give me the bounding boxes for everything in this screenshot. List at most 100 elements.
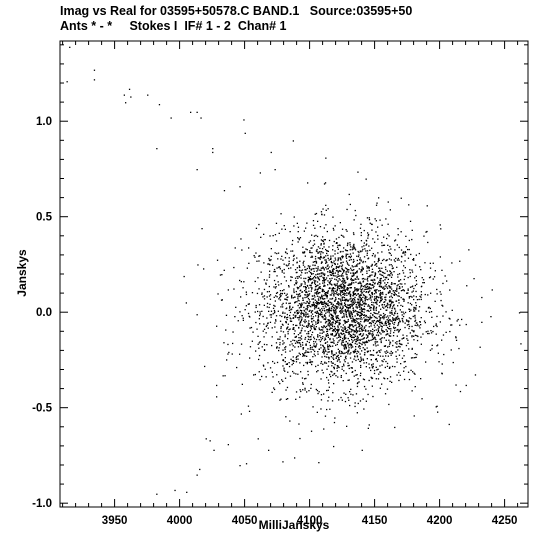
- data-point: [183, 275, 185, 278]
- data-point: [351, 249, 353, 251]
- data-point: [355, 359, 357, 362]
- data-point: [356, 385, 359, 388]
- data-point: [304, 330, 306, 332]
- data-point: [371, 354, 373, 356]
- data-point: [394, 319, 397, 322]
- data-point: [289, 306, 291, 308]
- data-point: [336, 343, 338, 346]
- data-point: [394, 240, 396, 242]
- data-point: [351, 302, 353, 304]
- data-point: [375, 231, 377, 233]
- data-point: [276, 267, 278, 269]
- data-point: [309, 279, 312, 281]
- data-point: [93, 79, 96, 81]
- data-point: [349, 242, 351, 244]
- data-point: [237, 320, 239, 322]
- data-point: [339, 319, 341, 322]
- data-point: [331, 371, 333, 373]
- data-point: [350, 388, 352, 390]
- data-point: [360, 288, 362, 291]
- data-point: [298, 307, 301, 309]
- data-point: [367, 233, 370, 236]
- data-point: [412, 357, 414, 359]
- data-point: [346, 269, 349, 271]
- data-point: [321, 248, 324, 250]
- data-point: [291, 294, 293, 297]
- data-point: [341, 267, 343, 269]
- data-point: [336, 266, 339, 268]
- data-point: [330, 341, 332, 343]
- data-point: [308, 390, 310, 392]
- data-point: [353, 339, 356, 341]
- data-point: [344, 352, 346, 354]
- data-point: [371, 385, 373, 387]
- data-point: [346, 294, 348, 296]
- data-point: [344, 294, 346, 296]
- data-point: [320, 272, 322, 274]
- data-point: [274, 305, 276, 307]
- data-point: [341, 268, 343, 270]
- data-point: [369, 332, 371, 334]
- data-point: [394, 283, 396, 285]
- data-point: [402, 334, 404, 336]
- data-point: [353, 336, 355, 338]
- data-point: [351, 247, 354, 249]
- data-point: [318, 251, 320, 253]
- data-point: [420, 269, 422, 271]
- data-point: [295, 361, 298, 363]
- data-point: [310, 325, 312, 327]
- data-point: [390, 259, 392, 261]
- data-point: [350, 277, 352, 279]
- data-point: [331, 289, 333, 291]
- data-point: [327, 336, 329, 338]
- plot-frame: [59, 40, 529, 508]
- data-point: [429, 349, 432, 351]
- data-point: [403, 361, 405, 363]
- data-point: [325, 157, 327, 159]
- data-point: [292, 306, 294, 308]
- data-point: [281, 290, 284, 292]
- data-point: [339, 322, 341, 325]
- data-point: [325, 335, 327, 337]
- data-point: [366, 310, 368, 312]
- data-point: [360, 327, 362, 329]
- data-point: [266, 296, 268, 298]
- data-point: [347, 271, 350, 273]
- data-point: [409, 220, 412, 222]
- data-point: [364, 297, 366, 299]
- data-point: [360, 314, 362, 316]
- data-point: [292, 362, 294, 364]
- data-point: [365, 388, 367, 390]
- data-point: [320, 262, 323, 264]
- data-point: [445, 311, 447, 313]
- data-point: [323, 284, 325, 286]
- data-point: [358, 268, 360, 270]
- data-point: [342, 337, 344, 340]
- data-point: [374, 322, 376, 325]
- data-point: [305, 288, 307, 290]
- data-point: [304, 294, 306, 296]
- data-point: [419, 321, 421, 323]
- data-point: [356, 271, 358, 274]
- data-point: [349, 391, 351, 393]
- data-point: [266, 324, 268, 326]
- data-point: [374, 289, 376, 291]
- data-point: [346, 425, 348, 427]
- data-point: [260, 271, 262, 273]
- data-point: [333, 342, 335, 344]
- data-point: [348, 299, 350, 301]
- data-point: [356, 350, 359, 352]
- data-point: [377, 368, 379, 370]
- data-point: [306, 285, 309, 287]
- data-point: [371, 293, 374, 296]
- data-point: [338, 359, 340, 361]
- data-point: [358, 326, 360, 328]
- data-point: [392, 335, 395, 337]
- data-point: [384, 321, 387, 323]
- data-point: [459, 324, 461, 326]
- data-point: [373, 307, 375, 309]
- data-point: [412, 285, 414, 287]
- x-axis-label: MilliJanskys: [259, 518, 330, 532]
- data-point: [318, 287, 320, 289]
- data-point: [296, 293, 298, 295]
